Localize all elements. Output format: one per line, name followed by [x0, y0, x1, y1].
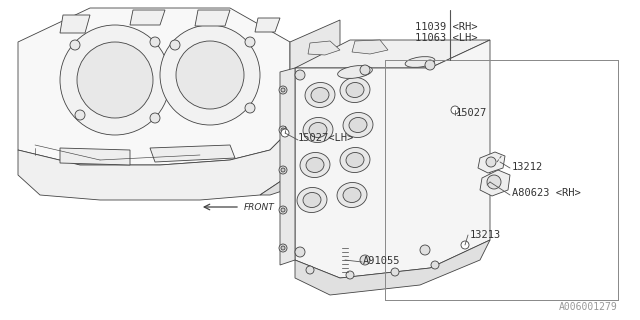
Circle shape [306, 266, 314, 274]
Circle shape [245, 103, 255, 113]
Polygon shape [290, 20, 340, 130]
Circle shape [77, 42, 153, 118]
Circle shape [245, 37, 255, 47]
Polygon shape [295, 40, 490, 278]
Circle shape [420, 245, 430, 255]
Circle shape [451, 106, 459, 114]
Circle shape [295, 247, 305, 257]
Circle shape [281, 128, 285, 132]
Polygon shape [255, 18, 280, 32]
Polygon shape [18, 8, 290, 165]
Ellipse shape [346, 83, 364, 98]
Ellipse shape [343, 188, 361, 203]
Circle shape [160, 25, 260, 125]
Ellipse shape [297, 188, 327, 212]
Ellipse shape [305, 83, 335, 108]
Circle shape [279, 206, 287, 214]
Polygon shape [130, 10, 165, 25]
Text: A91055: A91055 [363, 256, 401, 266]
Text: FRONT: FRONT [244, 203, 275, 212]
Text: 13213: 13213 [470, 230, 501, 240]
Ellipse shape [337, 182, 367, 208]
Polygon shape [352, 40, 388, 54]
Ellipse shape [338, 66, 372, 78]
Text: 11039 <RH>: 11039 <RH> [415, 22, 477, 32]
Polygon shape [478, 152, 505, 173]
Ellipse shape [340, 148, 370, 172]
Polygon shape [280, 68, 295, 265]
Circle shape [75, 110, 85, 120]
Circle shape [281, 129, 289, 137]
Text: A006001279: A006001279 [559, 302, 618, 312]
Polygon shape [18, 130, 290, 200]
Circle shape [279, 86, 287, 94]
Circle shape [281, 246, 285, 250]
Ellipse shape [303, 193, 321, 207]
Circle shape [486, 157, 496, 167]
Ellipse shape [306, 157, 324, 172]
Text: 11063 <LH>: 11063 <LH> [415, 33, 477, 43]
Circle shape [281, 88, 285, 92]
Ellipse shape [309, 123, 327, 138]
Circle shape [279, 166, 287, 174]
Circle shape [279, 244, 287, 252]
Circle shape [346, 271, 354, 279]
Polygon shape [260, 130, 340, 195]
Circle shape [431, 261, 439, 269]
Ellipse shape [349, 117, 367, 132]
Circle shape [295, 70, 305, 80]
Text: 15027<LH>: 15027<LH> [298, 133, 355, 143]
Polygon shape [480, 170, 510, 196]
Circle shape [150, 113, 160, 123]
Text: 15027: 15027 [456, 108, 487, 118]
Circle shape [487, 175, 501, 189]
Polygon shape [295, 40, 490, 68]
Circle shape [150, 37, 160, 47]
Circle shape [279, 126, 287, 134]
Circle shape [461, 241, 469, 249]
Circle shape [176, 41, 244, 109]
Circle shape [170, 40, 180, 50]
Polygon shape [60, 148, 130, 165]
Polygon shape [308, 41, 340, 55]
Polygon shape [60, 15, 90, 33]
Ellipse shape [303, 117, 333, 142]
Circle shape [281, 208, 285, 212]
Polygon shape [295, 240, 490, 295]
Ellipse shape [346, 153, 364, 167]
Circle shape [360, 65, 370, 75]
Circle shape [60, 25, 170, 135]
Ellipse shape [311, 87, 329, 102]
Polygon shape [150, 145, 235, 162]
Circle shape [360, 255, 370, 265]
Ellipse shape [405, 57, 435, 68]
Polygon shape [195, 10, 230, 26]
Ellipse shape [343, 112, 373, 138]
Text: 13212: 13212 [512, 162, 543, 172]
Circle shape [391, 268, 399, 276]
Circle shape [281, 168, 285, 172]
Ellipse shape [340, 77, 370, 102]
Ellipse shape [300, 152, 330, 178]
Text: A80623 <RH>: A80623 <RH> [512, 188, 580, 198]
Circle shape [70, 40, 80, 50]
Circle shape [425, 60, 435, 70]
